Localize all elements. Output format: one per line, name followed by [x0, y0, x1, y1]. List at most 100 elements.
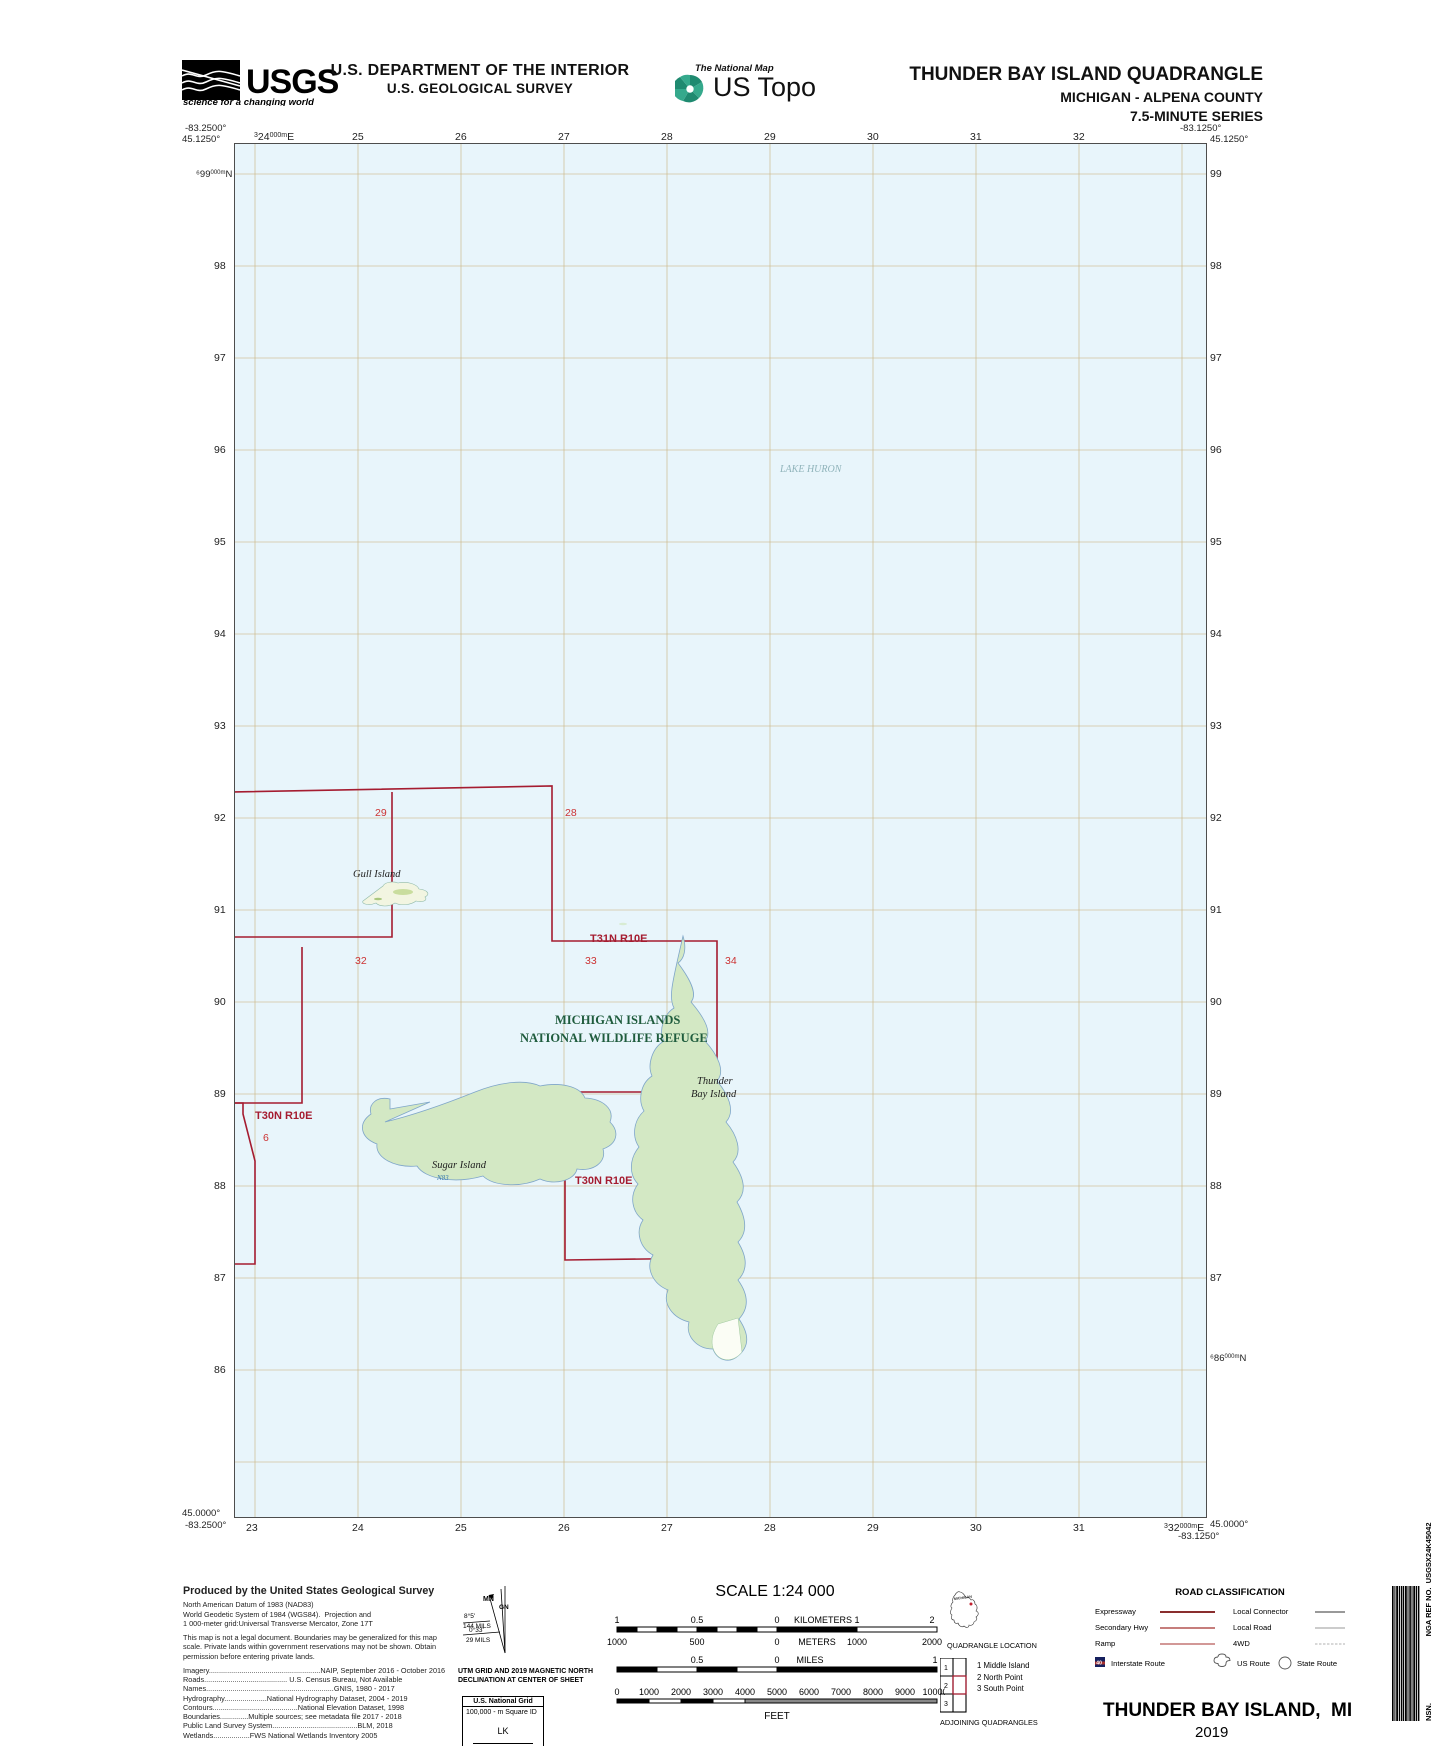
svg-text:State Route: State Route: [1297, 1659, 1337, 1668]
svg-text:97: 97: [214, 352, 226, 364]
svg-text:87: 87: [1210, 1272, 1222, 1284]
svg-text:2000: 2000: [671, 1687, 691, 1697]
svg-text:7000: 7000: [831, 1687, 851, 1697]
svg-text:92: 92: [214, 812, 226, 824]
svg-text:0.5: 0.5: [691, 1655, 704, 1665]
svg-text:Expressway: Expressway: [1095, 1607, 1136, 1616]
svg-text:1: 1: [944, 1665, 948, 1672]
svg-text:5000: 5000: [767, 1687, 787, 1697]
svg-text:96: 96: [1210, 444, 1222, 456]
svg-text:26: 26: [558, 1522, 570, 1534]
svg-text:95: 95: [1210, 536, 1222, 548]
svg-text:26: 26: [455, 131, 467, 143]
svg-text:6000: 6000: [799, 1687, 819, 1697]
svg-text:1000: 1000: [639, 1687, 659, 1697]
svg-text:0: 0: [774, 1655, 779, 1665]
svg-text:27: 27: [661, 1522, 673, 1534]
svg-text:88: 88: [214, 1180, 226, 1192]
svg-text:324000mE: 324000mE: [254, 131, 294, 143]
svg-text:32: 32: [1073, 131, 1085, 143]
svg-text:8°5': 8°5': [464, 1612, 475, 1620]
svg-text:24: 24: [352, 1522, 364, 1534]
svg-text:2000: 2000: [922, 1637, 942, 1647]
svg-text:Local Road: Local Road: [1233, 1623, 1271, 1632]
svg-text:96: 96: [214, 444, 226, 456]
svg-text:1000: 1000: [607, 1637, 627, 1647]
svg-text:1: 1: [614, 1615, 619, 1625]
svg-text:90: 90: [1210, 996, 1222, 1008]
svg-text:98: 98: [214, 260, 226, 272]
svg-text:1: 1: [932, 1655, 937, 1665]
svg-text:87: 87: [214, 1272, 226, 1284]
svg-text:Gull Island: Gull Island: [353, 869, 401, 880]
svg-text:2: 2: [929, 1615, 934, 1625]
svg-text:⁶86000mN: ⁶86000mN: [1210, 1353, 1247, 1364]
svg-text:29: 29: [867, 1522, 879, 1534]
svg-text:0: 0: [614, 1687, 619, 1697]
svg-text:29 MILS: 29 MILS: [466, 1637, 491, 1644]
svg-text:28: 28: [661, 131, 673, 143]
svg-text:4000: 4000: [735, 1687, 755, 1697]
svg-text:GN: GN: [499, 1604, 509, 1611]
svg-text:94: 94: [1210, 628, 1222, 640]
svg-text:29: 29: [764, 131, 776, 143]
svg-text:98: 98: [1210, 260, 1222, 272]
svg-text:93: 93: [214, 720, 226, 732]
svg-text:3000: 3000: [703, 1687, 723, 1697]
svg-text:92: 92: [1210, 812, 1222, 824]
svg-text:31: 31: [1073, 1522, 1085, 1534]
svg-text:US Topo: US Topo: [713, 72, 816, 102]
svg-text:95: 95: [214, 536, 226, 548]
svg-text:2: 2: [944, 1683, 948, 1690]
svg-text:Secondary Hwy: Secondary Hwy: [1095, 1623, 1148, 1632]
svg-text:88: 88: [1210, 1180, 1222, 1192]
svg-text:Sugar Island: Sugar Island: [432, 1160, 487, 1171]
svg-text:4WD: 4WD: [1233, 1639, 1250, 1648]
svg-text:⁶99000mN: ⁶99000mN: [196, 169, 233, 180]
svg-text:94: 94: [214, 628, 226, 640]
svg-text:0.5: 0.5: [691, 1615, 704, 1625]
svg-text:86: 86: [214, 1364, 226, 1376]
svg-text:23: 23: [246, 1522, 258, 1534]
svg-text:89: 89: [214, 1088, 226, 1100]
svg-text:30: 30: [867, 131, 879, 143]
svg-text:0: 0: [774, 1637, 779, 1647]
svg-text:30: 30: [970, 1522, 982, 1534]
svg-text:Ramp: Ramp: [1095, 1639, 1115, 1648]
svg-text:METERS: METERS: [798, 1637, 836, 1647]
svg-text:Bay Island: Bay Island: [691, 1089, 737, 1100]
svg-text:27: 27: [558, 131, 570, 143]
svg-text:93: 93: [1210, 720, 1222, 732]
svg-text:25: 25: [455, 1522, 467, 1534]
svg-text:FEET: FEET: [764, 1711, 790, 1722]
svg-text:MICHIGAN: MICHIGAN: [954, 1595, 973, 1602]
svg-text:91: 91: [1210, 904, 1222, 916]
svg-text:MILES: MILES: [796, 1655, 823, 1665]
svg-text:25: 25: [352, 131, 364, 143]
svg-text:99: 99: [1210, 168, 1222, 180]
svg-text:N83: N83: [436, 1174, 449, 1182]
svg-text:40: 40: [1096, 1660, 1102, 1666]
svg-text:8000: 8000: [863, 1687, 883, 1697]
svg-text:90: 90: [214, 996, 226, 1008]
svg-text:science for a changing world: science for a changing world: [183, 97, 314, 106]
svg-text:Interstate Route: Interstate Route: [1111, 1659, 1165, 1668]
svg-text:US Route: US Route: [1237, 1659, 1270, 1668]
svg-text:1: 1: [854, 1615, 859, 1625]
svg-text:Thunder: Thunder: [697, 1076, 734, 1087]
svg-text:28: 28: [764, 1522, 776, 1534]
svg-text:KILOMETERS: KILOMETERS: [794, 1615, 852, 1625]
svg-text:1000: 1000: [847, 1637, 867, 1647]
svg-text:500: 500: [689, 1637, 704, 1647]
svg-text:3: 3: [944, 1701, 948, 1708]
svg-text:89: 89: [1210, 1088, 1222, 1100]
svg-text:MICHIGAN ISLANDS: MICHIGAN ISLANDS: [555, 1013, 680, 1027]
svg-text:NATIONAL WILDLIFE REFUGE: NATIONAL WILDLIFE REFUGE: [520, 1031, 708, 1045]
svg-text:Local Connector: Local Connector: [1233, 1607, 1289, 1616]
svg-text:31: 31: [970, 131, 982, 143]
svg-text:97: 97: [1210, 352, 1222, 364]
svg-text:91: 91: [214, 904, 226, 916]
svg-text:332000mE: 332000mE: [1164, 1522, 1204, 1534]
svg-text:9000: 9000: [895, 1687, 915, 1697]
svg-text:0°33': 0°33': [469, 1626, 484, 1634]
